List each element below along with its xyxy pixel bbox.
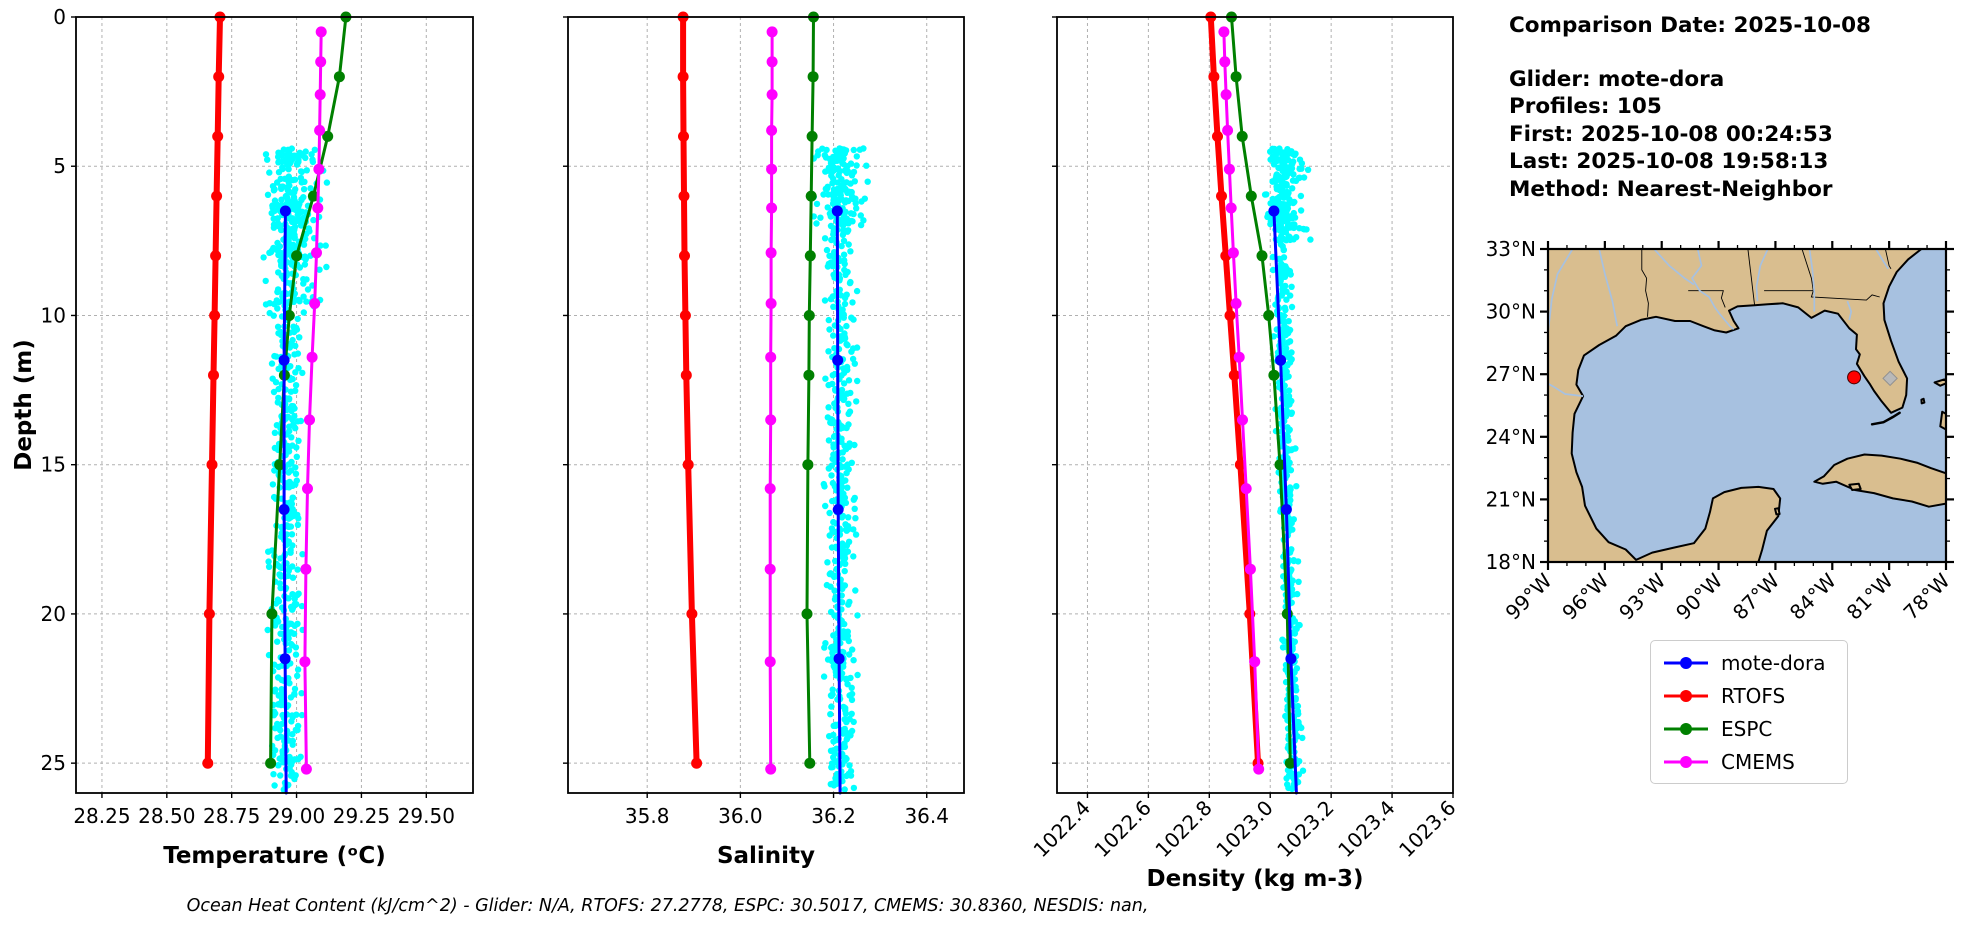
last-profile-time: Last: 2025-10-08 19:58:13 — [1509, 149, 1829, 174]
svg-text:29.50: 29.50 — [398, 804, 455, 828]
depth-axis-label: Depth (m) — [11, 339, 37, 471]
map-land — [1920, 397, 1926, 405]
svg-text:25: 25 — [41, 751, 66, 775]
density-axis-label: Density (kg m-3) — [1146, 866, 1364, 892]
svg-text:24°N: 24°N — [1486, 425, 1536, 449]
glider-scatter — [810, 145, 871, 793]
map-land — [1939, 410, 1946, 431]
map-land — [1933, 378, 1946, 387]
svg-text:36.2: 36.2 — [811, 804, 856, 828]
svg-text:84°W: 84°W — [1785, 568, 1841, 624]
legend-item-mote-dora: mote-dora — [1663, 646, 1835, 679]
comparison-date: Comparison Date: 2025-10-08 — [1509, 13, 1872, 38]
legend-item-espc: ESPC — [1663, 712, 1835, 745]
svg-text:93°W: 93°W — [1614, 568, 1670, 624]
salinity-plot: 35.8 36.0 36.2 36.4 — [563, 11, 965, 828]
svg-text:18°N: 18°N — [1486, 550, 1536, 574]
svg-text:36.0: 36.0 — [718, 804, 763, 828]
svg-text:29.25: 29.25 — [333, 804, 390, 828]
svg-text:29.00: 29.00 — [268, 804, 325, 828]
svg-text:1023.4: 1023.4 — [1333, 796, 1399, 862]
svg-text:1023.0: 1023.0 — [1211, 796, 1277, 862]
method: Method: Nearest-Neighbor — [1509, 176, 1833, 202]
map-land — [1548, 249, 1923, 562]
glider-location-marker — [1847, 370, 1862, 385]
map-land — [1813, 453, 1946, 508]
svg-text:30°N: 30°N — [1486, 300, 1536, 324]
svg-text:10: 10 — [41, 303, 66, 327]
map-plot: 99°W 96°W 93°W 90°W 87°W 84°W 81°W 78°W 18°N 21°N… — [1486, 237, 1955, 625]
legend-label: CMEMS — [1721, 749, 1795, 774]
svg-text:28.75: 28.75 — [203, 804, 260, 828]
svg-text:1022.8: 1022.8 — [1150, 796, 1216, 862]
svg-text:27°N: 27°N — [1486, 362, 1536, 386]
svg-text:28.25: 28.25 — [73, 804, 130, 828]
city-marker — [1882, 370, 1898, 387]
legend-line-sample-icon — [1664, 689, 1708, 702]
svg-text:1023.2: 1023.2 — [1272, 796, 1338, 862]
svg-text:28.50: 28.50 — [138, 804, 195, 828]
info-gap — [1509, 40, 1871, 66]
svg-text:1023.6: 1023.6 — [1394, 796, 1460, 862]
legend-line-sample-icon — [1664, 722, 1708, 735]
CMEMS-density-line — [1222, 30, 1261, 771]
ocean-heat-content-caption: Ocean Heat Content (kJ/cm^2) - Glider: N… — [186, 896, 1149, 916]
legend: mote-dora RTOFS ESPC CMEMS — [1650, 640, 1848, 784]
legend-line-sample-icon — [1664, 755, 1708, 768]
svg-text:90°W: 90°W — [1671, 568, 1727, 624]
density-plot: 1022.41022.61022.81023.01023.21023.41023… — [1029, 11, 1461, 862]
CMEMS-salinity-line — [768, 30, 774, 771]
svg-text:87°W: 87°W — [1728, 568, 1784, 624]
temperature-plot: 28.25 28.50 28.75 29.00 29.25 29.50 0 5 10 15 20 25 — [41, 5, 474, 828]
svg-text:1022.6: 1022.6 — [1089, 796, 1155, 862]
CMEMS-temperature-line — [303, 30, 323, 771]
legend-label: ESPC — [1721, 716, 1773, 741]
legend-label: RTOFS — [1721, 683, 1786, 708]
svg-text:15: 15 — [41, 453, 66, 477]
map-land — [1848, 482, 1862, 491]
glider-name: Glider: mote-dora — [1509, 66, 1725, 92]
svg-text:96°W: 96°W — [1557, 568, 1613, 624]
svg-text:78°W: 78°W — [1899, 568, 1955, 624]
svg-text:1022.4: 1022.4 — [1029, 796, 1095, 862]
svg-text:36.4: 36.4 — [904, 804, 949, 828]
svg-text:99°W: 99°W — [1501, 568, 1557, 624]
legend-item-rtofs: RTOFS — [1663, 679, 1835, 712]
legend-label: mote-dora — [1721, 650, 1826, 675]
ESPC-temperature-line — [269, 15, 348, 765]
RTOFS-temperature-line — [204, 14, 223, 767]
profiles-count: Profiles: 105 — [1509, 94, 1662, 119]
legend-line-sample-icon — [1664, 656, 1708, 669]
map-land — [1774, 507, 1781, 516]
svg-text:21°N: 21°N — [1486, 487, 1536, 511]
svg-text:20: 20 — [41, 602, 66, 626]
legend-item-cmems: CMEMS — [1663, 745, 1835, 778]
info-panel: Comparison Date: 2025-10-08 Glider: mote… — [1509, 12, 1871, 203]
svg-text:33°N: 33°N — [1486, 237, 1536, 261]
ESPC-salinity-line — [805, 15, 815, 765]
svg-text:81°W: 81°W — [1842, 568, 1898, 624]
RTOFS-density-line — [1207, 14, 1261, 767]
temperature-axis-label: Temperature (ᵒC) — [163, 843, 386, 869]
ESPC-density-line — [1230, 15, 1292, 765]
svg-text:0: 0 — [53, 5, 66, 29]
svg-text:35.8: 35.8 — [625, 804, 670, 828]
svg-text:5: 5 — [53, 154, 66, 178]
salinity-axis-label: Salinity — [716, 843, 816, 869]
RTOFS-salinity-line — [680, 14, 700, 767]
first-profile-time: First: 2025-10-08 00:24:53 — [1509, 121, 1833, 147]
